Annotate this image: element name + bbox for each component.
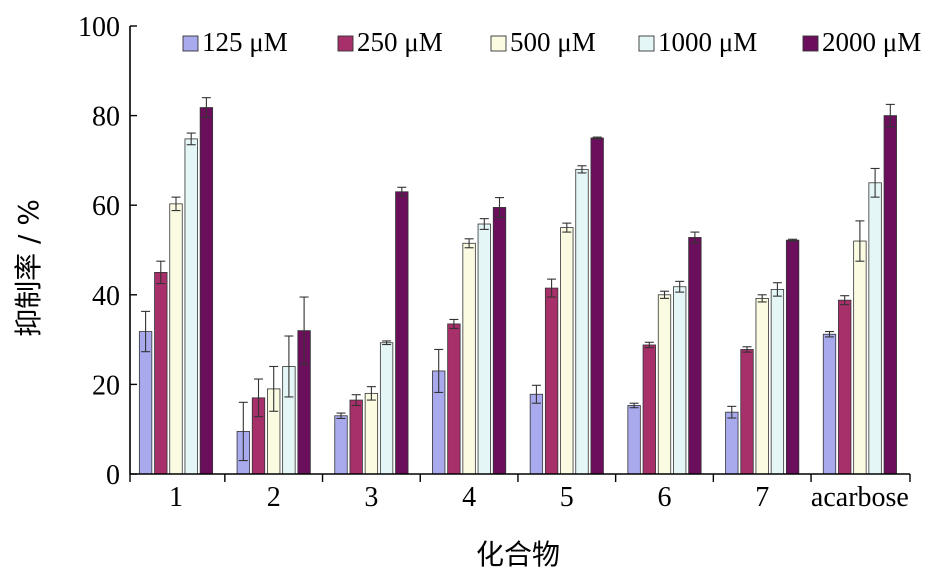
bar-1-s3 bbox=[184, 138, 198, 475]
y-tick-label-20: 20 bbox=[92, 370, 120, 401]
bar-3-s4 bbox=[395, 191, 409, 475]
bar-4-s2 bbox=[462, 242, 476, 475]
y-axis-title: 抑制率 / % bbox=[12, 199, 45, 337]
y-tick-label-40: 40 bbox=[92, 281, 120, 312]
legend-swatch-s2 bbox=[490, 35, 507, 52]
legend-label-s1: 250 μM bbox=[357, 27, 443, 57]
bar-7-s4 bbox=[785, 239, 800, 475]
bar-5-s2 bbox=[560, 227, 574, 475]
bar-7-s1 bbox=[740, 349, 754, 475]
axes-layer: 0 20 40 60 80 100 1 2 3 4 5 6 7 acarbose bbox=[78, 12, 911, 513]
legend-swatch-s0 bbox=[182, 35, 199, 52]
x-tick-label-6: 6 bbox=[658, 482, 672, 513]
bar-1-s2 bbox=[169, 203, 183, 475]
legend-swatch-s3 bbox=[638, 35, 655, 52]
x-tick-label-acarbose: acarbose bbox=[811, 482, 909, 513]
y-tick-label-0: 0 bbox=[106, 460, 120, 491]
y-tick-label-60: 60 bbox=[92, 191, 120, 222]
legend-swatch-s1 bbox=[337, 35, 354, 52]
bar-7-s2 bbox=[755, 297, 769, 475]
bar-4-s1 bbox=[447, 323, 461, 475]
legend-swatch-s4 bbox=[802, 35, 819, 52]
bar-acarbose-s4 bbox=[883, 115, 897, 475]
bar-7-s0 bbox=[725, 411, 739, 475]
x-tick-label-3: 3 bbox=[364, 482, 378, 513]
bar-3-s3 bbox=[379, 342, 394, 475]
x-tick-label-5: 5 bbox=[560, 482, 574, 513]
bar-3-s0 bbox=[334, 415, 348, 475]
bar-4-s4 bbox=[492, 207, 507, 475]
legend-label-s2: 500 μM bbox=[510, 27, 596, 57]
bar-6-s4 bbox=[688, 237, 702, 475]
bar-5-s0 bbox=[529, 393, 544, 475]
x-axis-title: 化合物 bbox=[476, 538, 560, 571]
bar-5-s4 bbox=[590, 137, 604, 475]
x-tick-label-4: 4 bbox=[462, 482, 476, 513]
bar-acarbose-s3 bbox=[868, 182, 882, 475]
bar-6-s3 bbox=[673, 286, 687, 475]
bars-layer bbox=[138, 97, 897, 475]
bar-acarbose-s1 bbox=[838, 299, 852, 475]
x-tick-label-7: 7 bbox=[755, 482, 769, 513]
bar-6-s0 bbox=[627, 405, 641, 475]
y-tick-label-100: 100 bbox=[78, 12, 120, 43]
y-tick-label-80: 80 bbox=[92, 102, 120, 133]
x-tick-label-1: 1 bbox=[169, 482, 183, 513]
bar-6-s1 bbox=[642, 344, 656, 475]
bar-3-s1 bbox=[349, 399, 363, 475]
bar-4-s3 bbox=[477, 223, 491, 475]
bar-1-s0 bbox=[138, 331, 153, 475]
legend-label-s4: 2000 μM bbox=[822, 27, 921, 57]
bar-1-s4 bbox=[199, 107, 214, 475]
bar-5-s1 bbox=[544, 287, 559, 475]
bar-6-s2 bbox=[657, 294, 672, 475]
legend-label-s3: 1000 μM bbox=[658, 27, 757, 57]
legend-label-s0: 125 μM bbox=[202, 27, 288, 57]
bar-7-s3 bbox=[770, 289, 785, 475]
bar-3-s2 bbox=[364, 392, 379, 475]
bar-acarbose-s0 bbox=[822, 333, 837, 475]
bar-1-s1 bbox=[154, 271, 168, 475]
bar-5-s3 bbox=[575, 168, 589, 475]
x-tick-label-2: 2 bbox=[267, 482, 281, 513]
legend: 125 μM 250 μM 500 μM 1000 μM 2000 μM bbox=[182, 27, 921, 57]
bar-acarbose-s2 bbox=[853, 240, 867, 475]
